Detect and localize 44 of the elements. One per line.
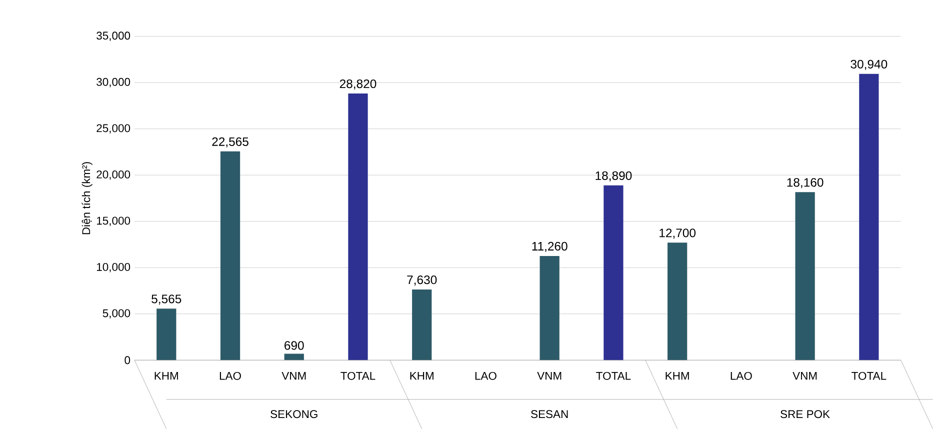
y-tick-label: 0 <box>124 356 130 364</box>
x-tick-label: VNM <box>792 372 817 380</box>
y-tick-label: 25,000 <box>96 124 130 134</box>
bar <box>604 186 624 360</box>
bar <box>412 290 432 360</box>
data-label: 28,820 <box>340 80 376 90</box>
x-tick-label: VNM <box>537 372 562 380</box>
bar <box>795 192 815 360</box>
text: SRE POK <box>780 410 830 418</box>
y-tick-label: 30,000 <box>96 78 130 88</box>
data-label: 12,700 <box>660 228 696 239</box>
data-label: 11,260 <box>532 242 568 252</box>
data-label: 690 <box>284 341 304 350</box>
text: SESAN <box>531 410 568 418</box>
x-tick-label: LAO <box>475 372 496 380</box>
text: SEKONG <box>270 410 318 418</box>
bar <box>284 354 304 360</box>
x-tick-label: TOTAL <box>340 372 376 380</box>
x-tick-label: LAO <box>220 372 241 380</box>
x-tick-label: TOTAL <box>852 372 886 380</box>
y-tick-label: 35,000 <box>96 32 130 42</box>
data-label: 18,160 <box>787 178 824 188</box>
x-tick-label: TOTAL <box>596 372 631 380</box>
bar <box>156 308 176 360</box>
data-label: 7,630 <box>407 276 437 286</box>
x-tick-label: LAO <box>730 372 752 380</box>
bar <box>348 94 368 360</box>
y-tick-label: 10,000 <box>96 263 130 272</box>
bar <box>220 152 240 360</box>
x-tick-label: KHM <box>410 372 434 380</box>
data-label: 18,890 <box>596 171 632 182</box>
x-tick-label: KHM <box>154 372 178 380</box>
bar <box>540 256 560 360</box>
y-tick-label: 15,000 <box>96 216 130 226</box>
x-tick-label: VNM <box>282 372 306 380</box>
data-label: 30,940 <box>850 60 888 70</box>
bar <box>668 242 688 360</box>
x-tick-label: KHM <box>666 372 689 380</box>
y-tick-label: 5,000 <box>102 309 130 319</box>
data-label: 22,565 <box>212 137 248 148</box>
y-axis-title: Diện tích (km²) <box>82 162 92 234</box>
data-label: 5,565 <box>152 294 182 305</box>
y-tick-label: 20,000 <box>96 170 130 180</box>
bar <box>859 74 879 360</box>
